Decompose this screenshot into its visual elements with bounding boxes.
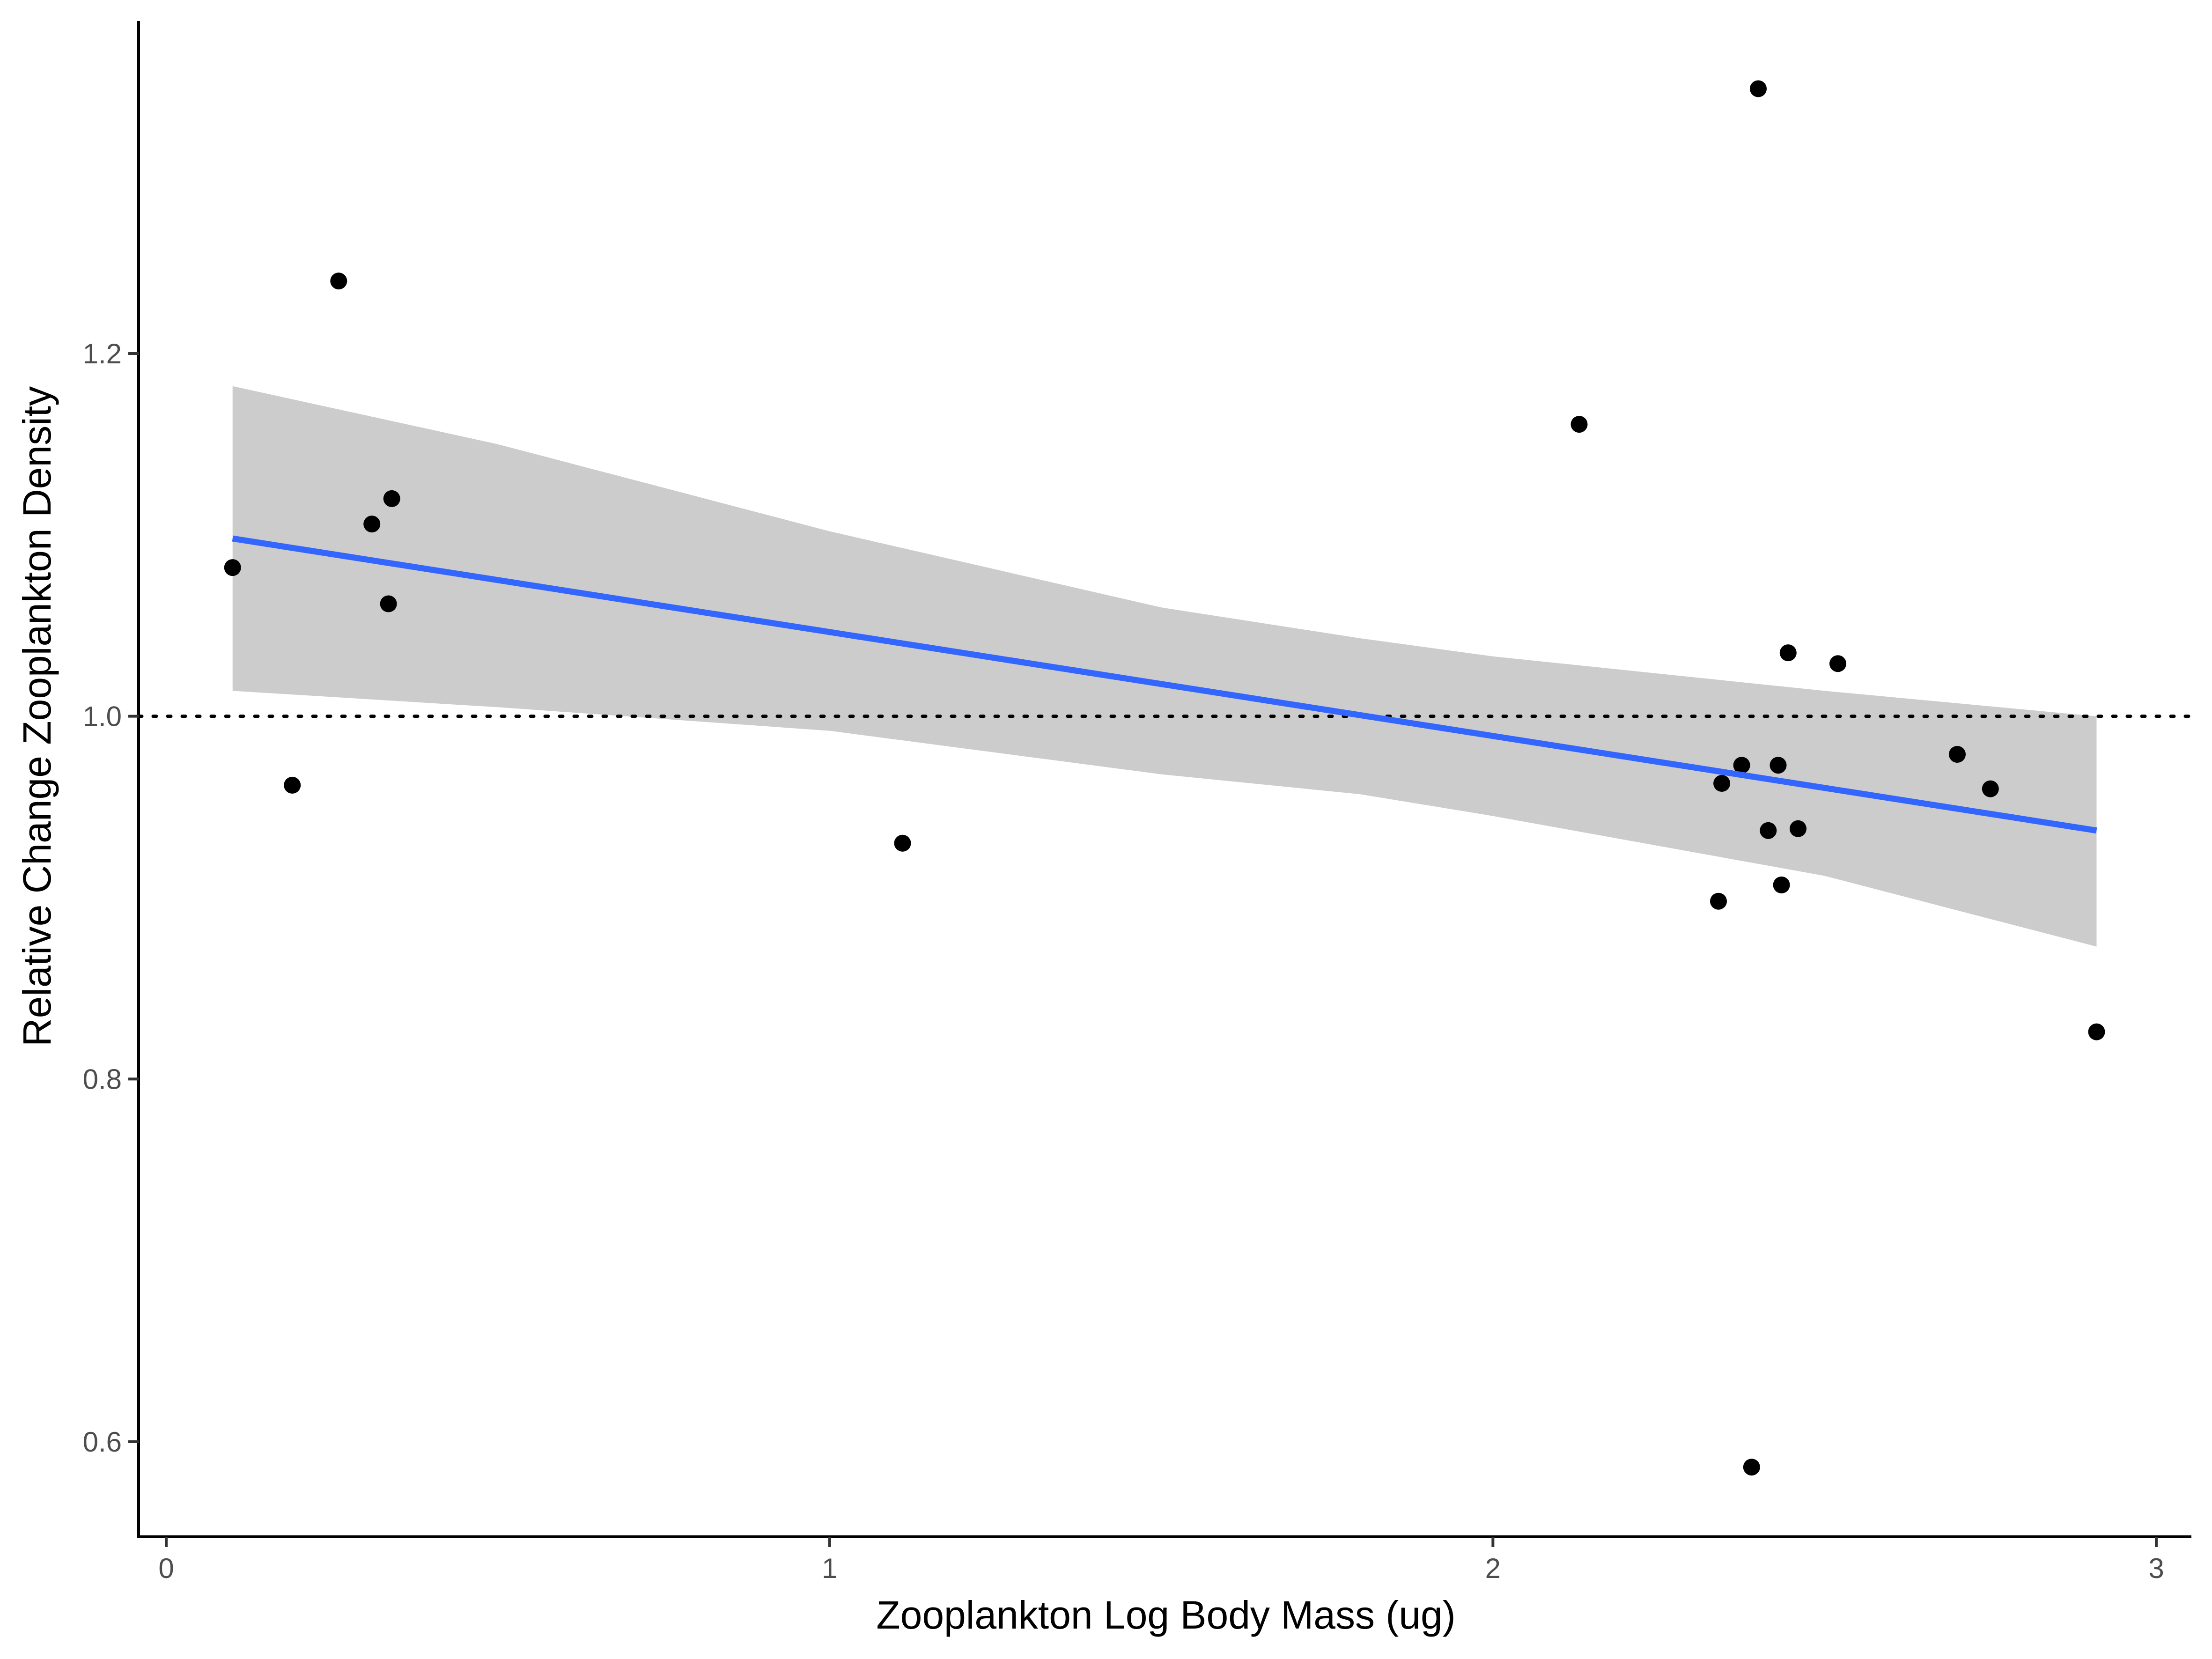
y-axis-title: Relative Change Zooplankton Density [15,386,59,1047]
data-point [383,490,400,507]
data-point [1790,820,1806,837]
data-point [380,595,397,612]
data-point [1829,655,1846,672]
confidence-band-layer [232,386,2097,947]
x-axis-title: Zooplankton Log Body Mass (ug) [876,1593,1455,1637]
data-point [1743,1459,1760,1476]
data-point [894,834,911,852]
data-point [1713,775,1731,792]
fit-line-layer [232,535,2097,834]
data-point [284,776,301,794]
axes-layer [137,21,2191,1538]
data-point [1773,876,1790,893]
y-tick-label: 1.2 [83,338,122,369]
data-point [1710,892,1727,910]
data-point [1779,644,1797,662]
y-tick-label: 1.0 [83,701,122,732]
confidence-band [232,386,2097,947]
y-tick-label: 0.6 [83,1426,122,1458]
data-point [1770,757,1787,774]
x-tick-label: 1 [822,1553,837,1584]
x-tick-label: 2 [1485,1553,1501,1584]
data-point [1571,416,1588,433]
data-point [1982,780,1999,797]
data-point [2088,1023,2105,1040]
data-point [224,559,241,576]
data-point [1949,746,1966,763]
data-point [330,273,347,290]
fit-line [232,535,2097,834]
data-point [363,516,381,533]
x-tick-label: 0 [158,1553,174,1584]
ticks-layer: 0 1 2 3 0.6 0.8 1.0 1.2 [83,338,2164,1584]
data-point [1733,757,1750,774]
points-layer [224,80,2105,1476]
data-point [1750,80,1767,97]
y-tick-label: 0.8 [83,1063,122,1095]
data-point [1760,822,1777,839]
x-tick-label: 3 [2148,1553,2164,1584]
